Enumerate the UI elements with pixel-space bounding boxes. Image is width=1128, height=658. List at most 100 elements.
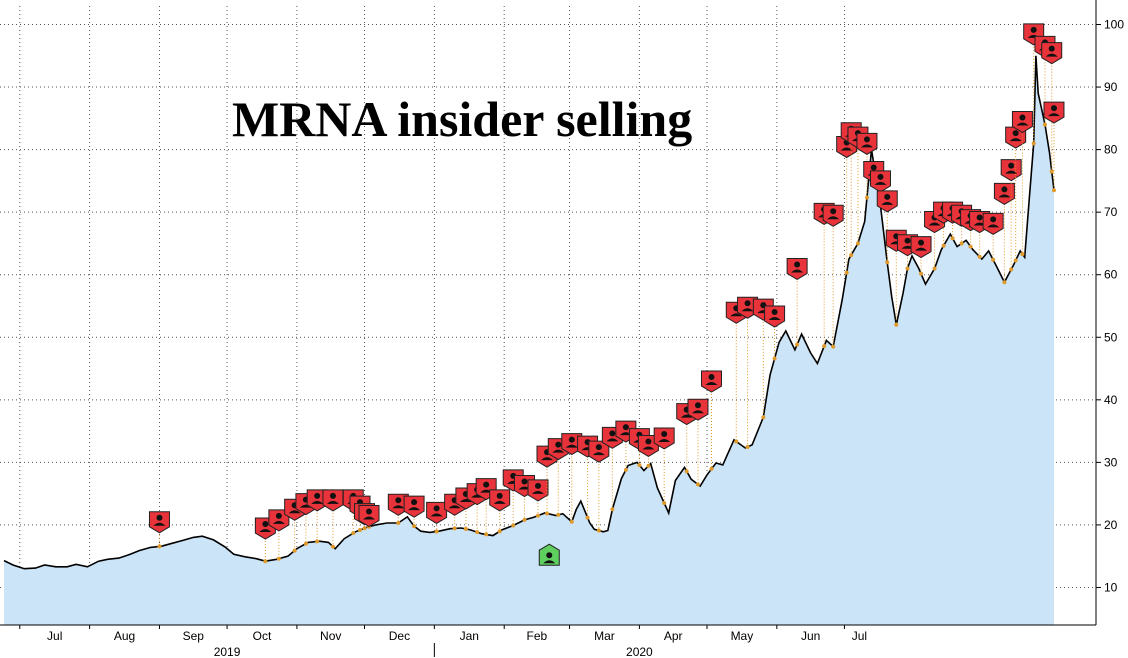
sell-marker-icon-price-dot — [330, 544, 335, 549]
person-icon-head — [156, 514, 163, 521]
person-icon-body — [272, 520, 285, 524]
sell-marker-icon-price-dot — [596, 528, 601, 533]
person-icon-head — [870, 164, 877, 171]
person-icon-head — [661, 430, 668, 437]
sell-marker-icon-price-dot — [894, 322, 899, 327]
person-icon-body — [642, 446, 655, 450]
person-icon-body — [326, 500, 339, 504]
person-icon-body — [791, 269, 804, 273]
sell-marker-icon-price-dot — [315, 539, 320, 544]
person-icon-head — [622, 424, 629, 431]
sell-marker-icon-price-dot — [1013, 258, 1018, 263]
sell-marker-icon-badge — [527, 479, 549, 502]
sell-marker-icon — [358, 505, 380, 528]
person-icon-body — [311, 500, 324, 504]
sell-marker-icon-price-dot — [545, 511, 550, 516]
person-icon-head — [1001, 186, 1008, 193]
person-icon-body — [592, 452, 605, 456]
person-icon-head — [918, 239, 925, 246]
sell-marker-icon-price-dot — [844, 270, 849, 275]
sell-marker-icon-badge — [764, 305, 786, 328]
sell-marker-icon-price-dot — [396, 521, 401, 526]
person-icon-head — [329, 492, 336, 499]
sell-marker-icon-price-dot — [484, 532, 489, 537]
person-icon-body — [430, 513, 443, 517]
sell-marker-icon-price-dot — [734, 439, 739, 444]
sell-marker-icon-badge — [982, 212, 1004, 236]
sell-marker-icon-price-dot — [610, 507, 615, 512]
sell-marker-icon-price-dot — [745, 444, 750, 449]
sell-marker-icon-price-dot — [761, 415, 766, 420]
person-icon-head — [521, 478, 528, 485]
sell-marker-icon-price-dot — [434, 529, 439, 534]
person-icon-body — [1045, 53, 1058, 57]
sell-marker-icon-badge — [700, 370, 722, 393]
sell-marker-icon-price-dot — [1042, 122, 1047, 127]
sell-marker-icon-price-dot — [822, 344, 827, 349]
sell-marker-icon — [764, 305, 786, 328]
sell-marker-icon-price-dot — [977, 254, 982, 259]
y-tick-label: 10 — [1104, 580, 1118, 594]
person-icon-head — [830, 208, 837, 215]
sell-marker-icon-price-dot — [1051, 188, 1056, 193]
person-icon-head — [275, 512, 282, 519]
person-icon-body — [1009, 138, 1022, 142]
person-icon-body — [448, 505, 461, 509]
person-icon-head — [496, 492, 503, 499]
sell-marker-icon — [822, 204, 844, 227]
person-icon-body — [493, 500, 506, 504]
price-line — [3, 55, 1055, 570]
sell-marker-icon — [910, 236, 932, 259]
sell-marker-icon-price-dot — [303, 541, 308, 546]
x-tick-label: Feb — [527, 629, 548, 643]
sell-marker-icon-price-dot — [849, 253, 854, 258]
sell-marker-icon — [876, 190, 898, 213]
person-icon-body — [840, 147, 853, 151]
y-tick-label: 60 — [1104, 268, 1118, 282]
sell-marker-icon-price-dot — [932, 266, 937, 271]
sell-marker-icon-badge — [653, 427, 675, 450]
sell-marker-icon-badge — [822, 204, 844, 227]
sell-marker-icon-price-dot — [855, 241, 860, 246]
person-icon-head — [546, 552, 553, 559]
sell-marker-icon-price-dot — [536, 513, 540, 518]
sell-marker-icon — [786, 257, 808, 281]
y-tick-label: 50 — [1104, 330, 1118, 344]
person-icon-body — [901, 245, 914, 249]
person-icon-head — [990, 216, 997, 223]
y-tick-label: 100 — [1104, 18, 1124, 32]
x-tick-label: Aug — [114, 629, 135, 643]
person-icon-body — [860, 144, 873, 148]
person-icon-head — [904, 237, 911, 244]
sell-marker-icon-price-dot — [695, 482, 700, 487]
sell-marker-icon-price-dot — [941, 243, 946, 248]
y-tick-label: 70 — [1104, 205, 1118, 219]
person-icon-body — [259, 529, 272, 533]
person-icon-body — [606, 438, 619, 442]
person-icon-head — [645, 438, 652, 445]
sell-marker-icon-price-dot — [1009, 267, 1014, 272]
insider-markers — [148, 23, 1065, 566]
sell-marker-icon-badge — [876, 190, 898, 213]
price-area-fill — [4, 55, 1054, 626]
person-icon-body — [1047, 113, 1060, 117]
person-icon-head — [1050, 105, 1057, 112]
sell-marker-icon — [387, 493, 409, 516]
sell-marker-icon-price-dot — [950, 236, 955, 241]
sell-marker-icon — [982, 212, 1004, 236]
sell-marker-icon-price-dot — [263, 559, 268, 564]
sell-marker-icon-badge — [1011, 110, 1033, 134]
person-icon-body — [480, 489, 493, 493]
person-icon-body — [915, 247, 928, 251]
sell-marker-icon-badge — [489, 489, 511, 512]
person-icon-body — [565, 444, 578, 448]
sell-marker-icon-price-dot — [1020, 252, 1025, 257]
person-icon-head — [411, 499, 418, 506]
person-icon-head — [555, 441, 562, 448]
person-icon-head — [1012, 130, 1019, 137]
sell-marker-icon-price-dot — [358, 528, 362, 533]
person-icon-head — [976, 214, 983, 221]
person-icon-body — [532, 490, 544, 494]
sell-marker-icon-price-dot — [684, 469, 689, 474]
